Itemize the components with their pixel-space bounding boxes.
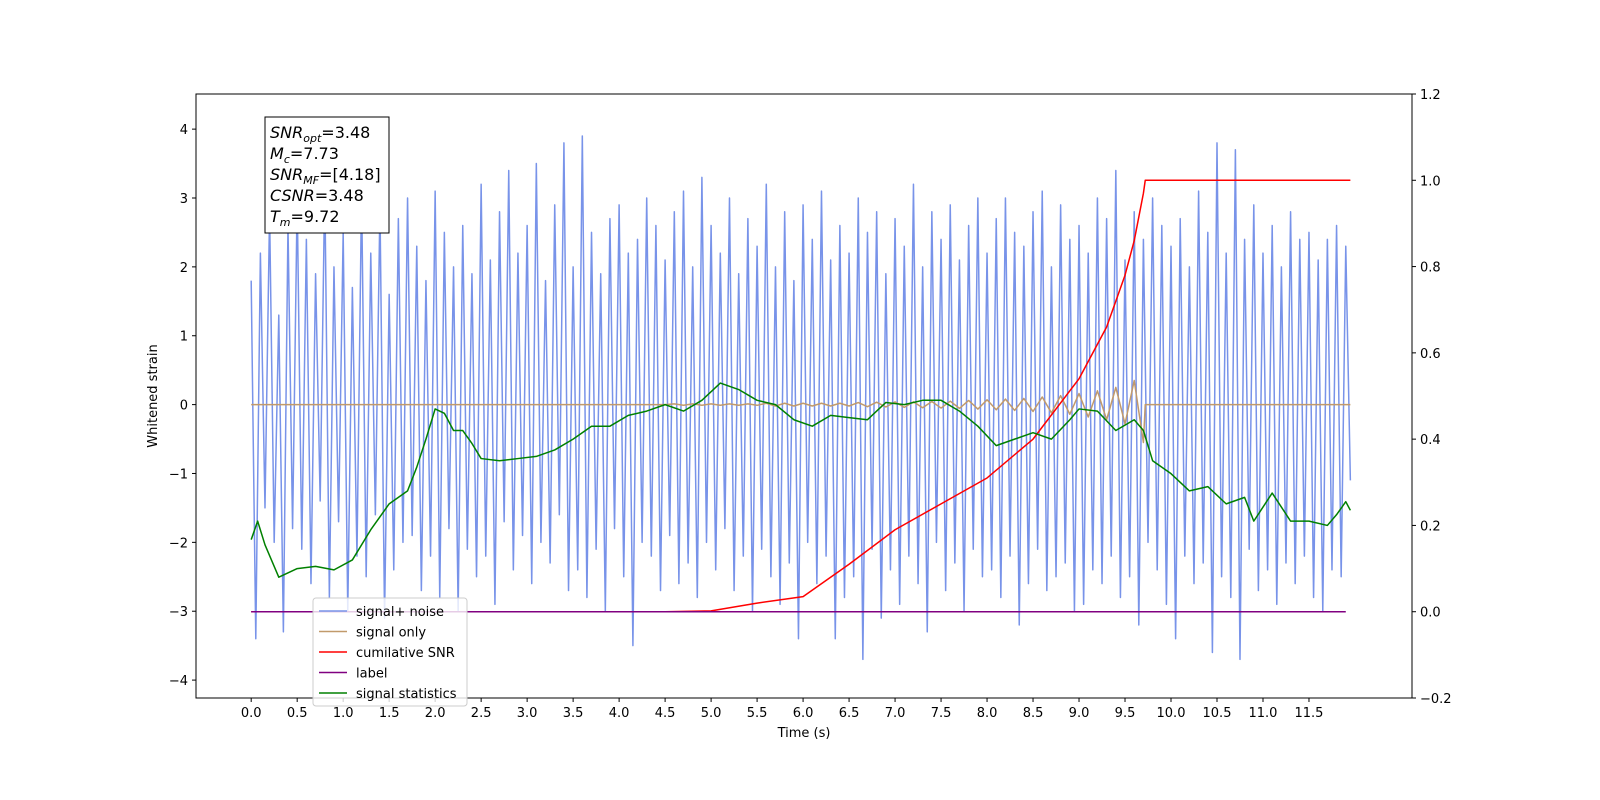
- y-tick-label: 3: [180, 192, 188, 207]
- y-tick-label: 4: [180, 123, 188, 138]
- annotation-rest: =[4.18]: [319, 165, 381, 184]
- y-tick-label: −1: [169, 467, 188, 482]
- annotation-base: M: [270, 144, 284, 163]
- x-tick-label: 1.5: [379, 706, 400, 721]
- annotation-sub: m: [280, 216, 291, 229]
- legend-box: [312, 597, 468, 707]
- legend-label: signal only: [356, 626, 426, 641]
- x-tick-label: 0.5: [287, 706, 308, 721]
- annotation-rest: =9.72: [291, 207, 340, 226]
- y-tick-label: −4: [169, 674, 188, 689]
- y2-tick-label: 0.0: [1420, 606, 1441, 621]
- legend-label: signal statistics: [356, 687, 457, 702]
- annotation-text: CSNR=3.48: [270, 186, 364, 205]
- x-tick-label: 8.5: [1023, 706, 1044, 721]
- annotation-sub: opt: [303, 132, 322, 145]
- annotation-rest: =3.48: [321, 123, 370, 142]
- x-tick-label: 5.0: [701, 706, 722, 721]
- annotation-text: SNRopt=3.48: [270, 123, 370, 145]
- annotation-base: SNR: [270, 165, 303, 184]
- y2-tick-label: 0.8: [1420, 261, 1441, 276]
- annotation-base: CSNR: [270, 186, 315, 205]
- x-tick-label: 11.5: [1295, 706, 1324, 721]
- annotation-text: Tm=9.72: [270, 207, 340, 229]
- x-tick-label: 4.0: [609, 706, 630, 721]
- annotation-box: [264, 116, 390, 234]
- series-line: [251, 179, 1351, 613]
- annotation-text: Mc=7.73: [270, 144, 339, 166]
- y2-tick-label: 1.0: [1420, 174, 1441, 189]
- x-axis-label: Time (s): [777, 726, 831, 741]
- x-tick-label: 6.0: [793, 706, 814, 721]
- y-tick-label: −2: [169, 536, 188, 551]
- y-tick-label: 0: [180, 399, 188, 414]
- x-tick-label: 8.0: [977, 706, 998, 721]
- x-tick-label: 7.0: [885, 706, 906, 721]
- x-tick-label: 10.5: [1203, 706, 1232, 721]
- x-tick-label: 9.0: [1069, 706, 1090, 721]
- y2-tick-label: 1.2: [1420, 88, 1441, 103]
- y-axis-label: Whitened strain: [146, 344, 161, 447]
- x-tick-label: 6.5: [839, 706, 860, 721]
- annotation-rest: =3.48: [315, 186, 364, 205]
- y2-tick-label: 0.6: [1420, 347, 1441, 362]
- legend-label: signal+ noise: [356, 605, 444, 620]
- y2-tick-label: −0.2: [1420, 692, 1452, 707]
- series-line: [251, 379, 1351, 444]
- x-tick-label: 2.5: [471, 706, 492, 721]
- y2-tick-label: 0.2: [1420, 519, 1441, 534]
- annotation-sub: c: [284, 153, 290, 166]
- x-tick-label: 2.0: [425, 706, 446, 721]
- x-tick-label: 7.5: [931, 706, 952, 721]
- annotation-base: T: [270, 207, 281, 226]
- y-tick-label: 2: [180, 261, 188, 276]
- x-tick-label: 3.5: [563, 706, 584, 721]
- x-tick-label: 4.5: [655, 706, 676, 721]
- series-line: [250, 382, 1352, 578]
- annotation-sub: MF: [303, 174, 319, 187]
- x-tick-label: 0.0: [241, 706, 262, 721]
- legend-label: label: [356, 667, 387, 682]
- axes-frame: [195, 93, 1413, 699]
- y-tick-label: 1: [180, 330, 188, 345]
- x-tick-label: 5.5: [747, 706, 768, 721]
- x-tick-label: 3.0: [517, 706, 538, 721]
- x-tick-label: 11.0: [1249, 706, 1278, 721]
- x-tick-label: 9.5: [1115, 706, 1136, 721]
- y2-tick-label: 0.4: [1420, 433, 1441, 448]
- annotation-rest: =7.73: [290, 144, 339, 163]
- legend-label: cumilative SNR: [356, 646, 455, 661]
- x-tick-label: 1.0: [333, 706, 354, 721]
- y-tick-label: −3: [169, 605, 188, 620]
- annotation-text: SNRMF=[4.18]: [270, 165, 381, 187]
- annotation-base: SNR: [270, 123, 303, 142]
- x-tick-label: 10.0: [1157, 706, 1186, 721]
